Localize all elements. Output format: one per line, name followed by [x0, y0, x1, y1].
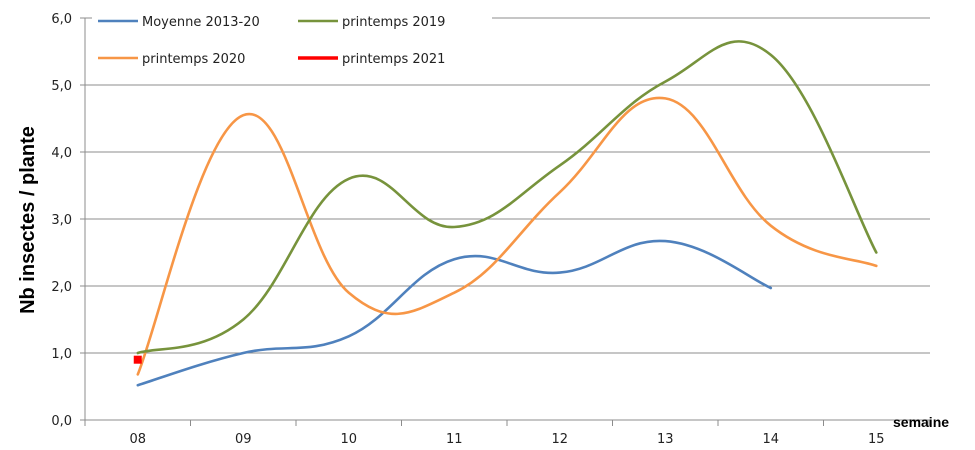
- y-tick-label: 2,0: [51, 280, 72, 295]
- legend: Moyenne 2013-20 printemps 2019 printemps 2…: [98, 15, 445, 67]
- series-lines: [136, 40, 878, 387]
- x-tick-label: 12: [551, 432, 568, 447]
- series-marker-3: [133, 355, 142, 364]
- y-axis-title: Nb insectes / plante: [17, 126, 39, 314]
- legend-background: [92, 6, 492, 78]
- legend-label-0: Moyenne 2013-20: [142, 15, 260, 30]
- x-tick-label: 11: [446, 432, 463, 447]
- x-tick-label: 14: [762, 432, 779, 447]
- y-tick-label: 3,0: [51, 213, 72, 228]
- y-tick-labels: 0,0 1,0 2,0 3,0 4,0 5,0 6,0: [51, 12, 72, 429]
- x-tick-label: 09: [235, 432, 252, 447]
- axes: [80, 17, 930, 426]
- series-line-1: [136, 40, 878, 355]
- x-tick-label: 13: [657, 432, 674, 447]
- y-tick-label: 0,0: [51, 414, 72, 429]
- series-line-0: [136, 239, 773, 387]
- series-markers: [133, 355, 142, 364]
- y-tick-label: 6,0: [51, 12, 72, 27]
- y-tick-label: 4,0: [51, 146, 72, 161]
- legend-label-2: printemps 2020: [142, 52, 245, 67]
- x-tick-label: 08: [129, 432, 146, 447]
- x-axis-title: semaine: [893, 414, 949, 430]
- legend-label-1: printemps 2019: [342, 15, 445, 30]
- y-tick-label: 5,0: [51, 79, 72, 94]
- x-tick-labels: 08 09 10 11 12 13 14 15: [129, 432, 884, 447]
- x-tick-label: 10: [340, 432, 357, 447]
- x-tick-label: 15: [868, 432, 885, 447]
- y-tick-label: 1,0: [51, 347, 72, 362]
- series-line-2: [136, 96, 878, 376]
- legend-label-3: printemps 2021: [342, 52, 445, 67]
